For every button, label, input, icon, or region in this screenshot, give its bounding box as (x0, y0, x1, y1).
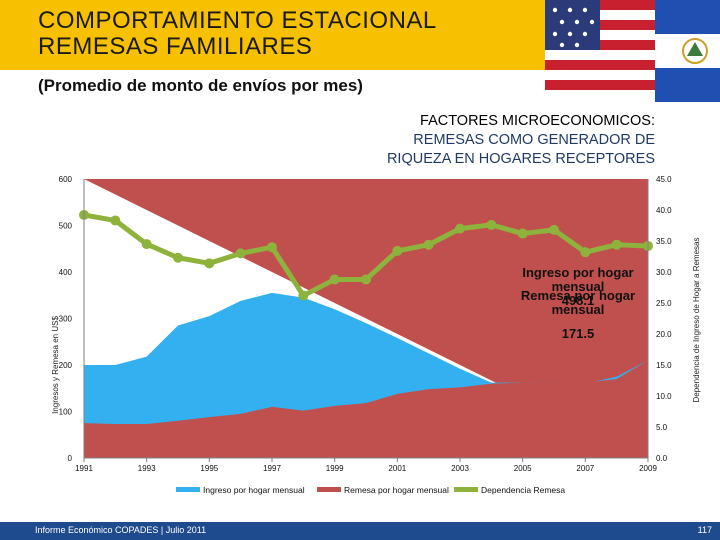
y-left-tick-label: 300 (59, 315, 73, 324)
legend-swatch-ingreso (176, 487, 200, 492)
point-dependencia (298, 290, 309, 301)
title-line-2: REMESAS FAMILIARES (38, 33, 313, 60)
y-right-tick-label: 15.0 (656, 361, 672, 370)
section-title-line-3: RIQUEZA EN HOGARES RECEPTORES (386, 151, 655, 167)
x-tick-label: 2001 (388, 464, 406, 473)
legend: Ingreso por hogar mensual Remesa por hog… (176, 485, 565, 495)
x-tick-label: 1991 (75, 464, 93, 473)
x-tick-label: 2007 (576, 464, 594, 473)
y-right-tick-label: 45.0 (656, 175, 672, 184)
x-tick-label: 1997 (263, 464, 281, 473)
legend-label-remesa: Remesa por hogar mensual (344, 485, 449, 495)
footer-source: Informe Económico COPADES | Julio 2011 (35, 525, 207, 535)
point-dependencia (392, 245, 403, 256)
title-line-1: COMPORTAMIENTO ESTACIONAL (38, 7, 437, 34)
point-dependencia (455, 223, 465, 234)
x-tick-label: 2003 (451, 464, 469, 473)
x-tick-label: 2005 (514, 464, 532, 473)
point-dependencia (423, 239, 434, 250)
section-title-line-1: FACTORES MICROECONOMICOS: (420, 113, 655, 129)
annotation-remesa-line1: Remesa por hogar (521, 288, 635, 303)
flags-banner (545, 0, 720, 102)
point-dependencia (580, 247, 591, 258)
x-tick-label: 1993 (138, 464, 156, 473)
remesas-chart: 0 100 200 300 400 500 600 0.0 5.0 10.0 15.0 20.0 25.… (51, 175, 701, 495)
annotation-ingreso-line1: Ingreso por hogar (522, 265, 633, 280)
annotation-ingreso-line2: mensual (552, 279, 605, 294)
y-left-tick-label: 400 (59, 268, 73, 277)
plot-layer (79, 179, 653, 458)
y-right-tick-label: 20.0 (656, 330, 672, 339)
y-right-tick-label: 35.0 (656, 237, 672, 246)
y-right-tick-label: 10.0 (656, 392, 672, 401)
el-salvador-flag-icon (655, 0, 720, 102)
y-axis-right-label: Dependencia de Ingreso de Hogar a Remesa… (692, 238, 701, 403)
point-dependencia (361, 274, 371, 285)
usa-flag-icon (545, 0, 655, 102)
y-left-tick-label: 100 (59, 408, 73, 417)
annotation-remesa: Remesa por hogar mensual 171.5 (521, 288, 635, 341)
title-band: COMPORTAMIENTO ESTACIONAL REMESAS FAMILI… (0, 0, 545, 70)
x-tick-label: 2009 (639, 464, 657, 473)
page-number: 117 (697, 525, 712, 535)
point-dependencia (173, 252, 183, 263)
legend-swatch-dependencia (454, 487, 478, 492)
point-dependencia (204, 258, 215, 269)
footer: Informe Económico COPADES | Julio 2011 1… (0, 522, 720, 540)
page-subtitle: (Promedio de monto de envíos por mes) (38, 76, 363, 95)
legend-label-ingreso: Ingreso por hogar mensual (203, 485, 305, 495)
point-dependencia (235, 248, 246, 259)
annotation-ingreso-value: 498.1 (562, 293, 595, 308)
point-dependencia (549, 224, 559, 235)
y-right-tick-label: 40.0 (656, 206, 672, 215)
section-title: FACTORES MICROECONOMICOS: REMESAS COMO G… (360, 112, 655, 169)
annotation-remesa-line2: mensual (552, 302, 605, 317)
point-dependencia (611, 239, 622, 250)
annotation-ingreso: Ingreso por hogar mensual 498.1 (522, 265, 633, 308)
y-right-tick-label: 30.0 (656, 268, 672, 277)
y-left-tick-label: 600 (59, 175, 73, 184)
point-dependencia (110, 215, 121, 226)
area-remesa (84, 360, 648, 458)
legend-label-dependencia: Dependencia Remesa (481, 485, 565, 495)
y-right-tick-label: 0.0 (656, 454, 668, 463)
legend-swatch-remesa (317, 487, 341, 492)
x-tick-label: 1995 (200, 464, 218, 473)
point-dependencia (486, 219, 497, 230)
section-title-line-2: REMESAS COMO GENERADOR DE (413, 132, 655, 148)
header: COMPORTAMIENTO ESTACIONAL REMESAS FAMILI… (0, 0, 720, 105)
axis-layer: 0 100 200 300 400 500 600 0.0 5.0 10.0 15.0 20.0 25.… (59, 175, 672, 473)
point-dependencia (141, 239, 152, 250)
x-tick-label: 1999 (326, 464, 344, 473)
y-right-tick-label: 5.0 (656, 423, 668, 432)
point-dependencia (267, 242, 277, 253)
y-axis-left-label: Ingresos y Remesa en US$ (51, 316, 60, 414)
point-dependencia (329, 274, 340, 285)
y-left-tick-label: 200 (59, 361, 73, 370)
point-dependencia (517, 228, 528, 239)
y-right-tick-label: 25.0 (656, 299, 672, 308)
y-left-tick-label: 0 (68, 454, 73, 463)
y-left-tick-label: 500 (59, 222, 73, 231)
page-title: COMPORTAMIENTO ESTACIONAL REMESAS FAMILI… (38, 8, 538, 60)
annotation-remesa-value: 171.5 (562, 326, 595, 341)
